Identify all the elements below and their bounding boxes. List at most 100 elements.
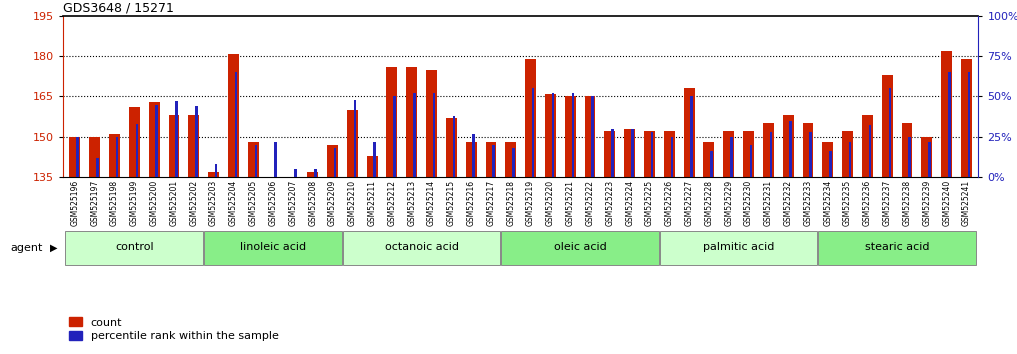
Bar [148, 102, 160, 177]
Bar [691, 97, 693, 177]
Text: GSM525203: GSM525203 [210, 179, 218, 226]
Text: GSM525229: GSM525229 [724, 179, 733, 226]
Text: GSM525200: GSM525200 [149, 179, 159, 226]
Bar [334, 148, 337, 177]
Text: GSM525224: GSM525224 [625, 179, 635, 226]
Bar [195, 106, 197, 177]
Bar [505, 142, 517, 177]
Bar [386, 67, 398, 177]
Bar [611, 129, 613, 177]
Text: GSM525197: GSM525197 [91, 179, 100, 226]
Text: GSM525198: GSM525198 [110, 179, 119, 226]
Bar [367, 155, 377, 177]
Bar [664, 131, 674, 177]
FancyBboxPatch shape [343, 231, 500, 265]
Bar [354, 100, 356, 177]
Bar [513, 148, 515, 177]
Bar [631, 129, 634, 177]
Text: ▶: ▶ [50, 243, 57, 253]
Bar [810, 132, 812, 177]
Bar [109, 134, 120, 177]
Text: GSM525207: GSM525207 [289, 179, 297, 226]
Bar [704, 142, 714, 177]
Bar [710, 151, 713, 177]
Bar [869, 125, 872, 177]
Bar [750, 145, 753, 177]
Text: GSM525211: GSM525211 [367, 179, 376, 225]
Bar [188, 115, 199, 177]
Bar [307, 172, 318, 177]
Bar [849, 142, 851, 177]
Text: GSM525227: GSM525227 [684, 179, 694, 226]
Bar [485, 142, 496, 177]
Bar [445, 118, 457, 177]
Bar [829, 151, 832, 177]
Text: GSM525238: GSM525238 [902, 179, 911, 226]
Bar [961, 59, 972, 177]
Bar [823, 142, 833, 177]
Bar [413, 93, 416, 177]
Bar [294, 169, 297, 177]
FancyBboxPatch shape [660, 231, 818, 265]
Bar [254, 145, 257, 177]
Bar [69, 137, 80, 177]
Text: GSM525216: GSM525216 [467, 179, 476, 226]
Text: GSM525230: GSM525230 [744, 179, 753, 226]
Text: GSM525237: GSM525237 [883, 179, 892, 226]
Bar [89, 137, 101, 177]
Bar [394, 97, 396, 177]
Bar [228, 53, 239, 177]
Bar [902, 123, 912, 177]
Bar [604, 131, 615, 177]
Bar [525, 59, 536, 177]
Bar [492, 145, 495, 177]
Text: agent: agent [10, 243, 43, 253]
Text: GSM525228: GSM525228 [705, 179, 713, 225]
Bar [275, 142, 277, 177]
Text: GSM525218: GSM525218 [506, 179, 516, 225]
Text: GDS3648 / 15271: GDS3648 / 15271 [63, 2, 174, 15]
Text: GSM525214: GSM525214 [427, 179, 436, 226]
Bar [426, 70, 437, 177]
Bar [96, 158, 99, 177]
FancyBboxPatch shape [501, 231, 659, 265]
Bar [327, 145, 338, 177]
Bar [572, 93, 574, 177]
Bar [921, 137, 933, 177]
Text: GSM525236: GSM525236 [862, 179, 872, 226]
Bar [644, 131, 655, 177]
Bar [941, 51, 952, 177]
Text: GSM525212: GSM525212 [387, 179, 397, 225]
Text: GSM525204: GSM525204 [229, 179, 238, 226]
FancyBboxPatch shape [204, 231, 342, 265]
Bar [76, 137, 78, 177]
Bar [235, 72, 237, 177]
Legend: count, percentile rank within the sample: count, percentile rank within the sample [68, 317, 279, 341]
Bar [889, 88, 891, 177]
Bar [373, 142, 376, 177]
Bar [743, 131, 754, 177]
Bar [929, 142, 931, 177]
Text: GSM525196: GSM525196 [70, 179, 79, 226]
Text: GSM525213: GSM525213 [407, 179, 416, 226]
Bar [466, 142, 477, 177]
Bar [783, 115, 793, 177]
Text: GSM525223: GSM525223 [605, 179, 614, 226]
Text: GSM525231: GSM525231 [764, 179, 773, 226]
Text: oleic acid: oleic acid [554, 242, 606, 252]
Text: GSM525221: GSM525221 [565, 179, 575, 225]
Text: GSM525220: GSM525220 [546, 179, 555, 226]
Bar [532, 88, 535, 177]
Bar [723, 131, 734, 177]
Bar [591, 97, 594, 177]
Text: GSM525210: GSM525210 [348, 179, 357, 226]
Text: GSM525240: GSM525240 [942, 179, 951, 226]
Bar [135, 124, 138, 177]
Text: linoleic acid: linoleic acid [240, 242, 306, 252]
Text: GSM525208: GSM525208 [308, 179, 317, 226]
Bar [215, 164, 218, 177]
FancyBboxPatch shape [819, 231, 976, 265]
Bar [651, 132, 653, 177]
Text: GSM525205: GSM525205 [249, 179, 257, 226]
Bar [763, 123, 774, 177]
